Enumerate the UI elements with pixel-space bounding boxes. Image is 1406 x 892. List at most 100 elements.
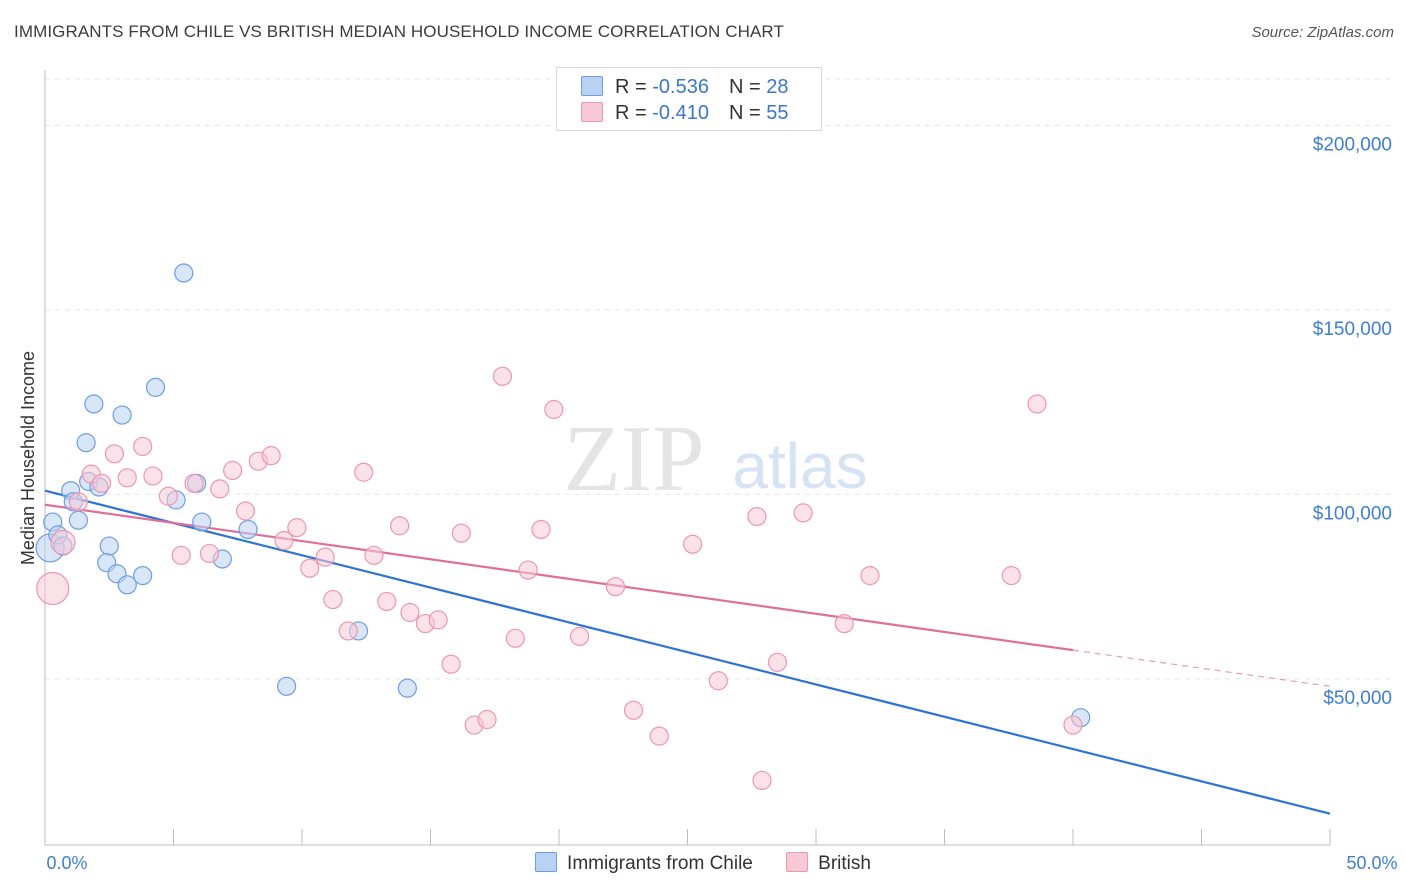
chile-trend-line <box>44 489 1331 815</box>
legend-n-value: 55 <box>766 102 789 124</box>
british-point <box>649 726 669 746</box>
british-swatch <box>581 102 603 122</box>
british-point <box>143 466 163 486</box>
legend-item-british[interactable]: British <box>786 852 871 875</box>
watermark: ZIP atlas <box>564 407 868 511</box>
british-point <box>400 602 420 623</box>
chile-point <box>117 575 137 595</box>
british-point <box>605 577 626 597</box>
y-tick-label: $150,000 <box>1313 319 1392 340</box>
british-swatch <box>786 852 809 872</box>
british-point <box>323 589 343 610</box>
chile-swatch <box>535 852 558 872</box>
legend-item-chile[interactable]: Immigrants from Chile <box>535 852 753 875</box>
british-trend-extension <box>1072 649 1331 687</box>
british-point <box>377 591 397 612</box>
legend-label-british: British <box>818 853 871 874</box>
british-point <box>300 558 320 578</box>
data-points <box>35 263 1091 791</box>
legend-n-label: N = <box>728 102 767 124</box>
chile-point <box>276 676 297 696</box>
british-point <box>544 399 564 420</box>
watermark-atlas: atlas <box>732 430 867 502</box>
chile-point <box>99 536 119 556</box>
british-point <box>210 479 230 499</box>
legend-row-chile: R = -0.536 N = 28 <box>581 76 788 100</box>
british-point <box>441 654 461 674</box>
x-tick-label-min: 0.0% <box>46 853 87 873</box>
chile-point <box>174 263 194 283</box>
y-tick-label: $100,000 <box>1313 503 1392 524</box>
british-point <box>338 621 358 641</box>
source-label: Source: ZipAtlas.com <box>1251 24 1394 41</box>
chile-point <box>238 519 258 540</box>
chile-point <box>112 405 132 425</box>
british-point <box>623 700 644 720</box>
y-tick-label: $200,000 <box>1313 134 1392 155</box>
british-point <box>390 516 410 536</box>
legend-r-value: -0.536 <box>652 76 709 98</box>
british-point <box>158 486 178 506</box>
british-point <box>428 610 448 630</box>
chile-point <box>76 433 96 453</box>
british-point <box>518 560 538 580</box>
british-point <box>793 503 813 523</box>
british-point <box>133 436 153 457</box>
british-point <box>235 501 256 521</box>
british-point <box>68 492 89 512</box>
british-point <box>171 545 191 565</box>
chile-point <box>133 565 153 586</box>
series-legend: Immigrants from Chile British <box>0 852 1406 875</box>
british-point <box>50 529 76 555</box>
british-point <box>223 460 243 481</box>
british-point <box>315 547 335 567</box>
chile-point <box>84 394 104 414</box>
chile-swatch <box>581 76 603 96</box>
watermark-zip: ZIP <box>564 407 705 511</box>
british-point <box>834 613 854 634</box>
legend-n-value: 28 <box>766 76 789 98</box>
legend-label-chile: Immigrants from Chile <box>567 853 753 874</box>
british-point <box>531 519 551 540</box>
british-point <box>1001 565 1021 586</box>
x-tick-label-max: 50.0% <box>1346 853 1397 873</box>
chart-title: IMMIGRANTS FROM CHILE VS BRITISH MEDIAN … <box>14 22 784 41</box>
y-tick-label: $50,000 <box>1323 688 1392 709</box>
british-point <box>492 366 513 386</box>
british-point <box>36 571 70 606</box>
axes <box>44 70 1331 846</box>
british-point <box>767 652 788 672</box>
british-point <box>117 468 137 488</box>
legend-row-british: R = -0.410 N = 55 <box>581 102 788 126</box>
british-point <box>1027 394 1047 414</box>
chile-point <box>192 512 212 532</box>
british-point <box>477 709 497 730</box>
british-point <box>1063 715 1083 735</box>
british-trend-line <box>44 503 1074 652</box>
british-point <box>199 543 220 564</box>
legend-r-value: -0.410 <box>652 102 709 124</box>
british-point <box>274 530 294 551</box>
british-point <box>860 565 880 586</box>
stats-legend: R = -0.536 N = 28 R = -0.410 N = 55 <box>556 67 822 131</box>
trend-lines <box>44 489 1331 815</box>
british-point <box>261 446 281 466</box>
british-point <box>683 534 703 554</box>
british-point <box>364 545 384 565</box>
british-point <box>287 518 307 538</box>
british-point <box>505 628 525 648</box>
chile-point <box>397 678 417 698</box>
british-point <box>451 523 471 543</box>
chile-point <box>145 377 166 397</box>
british-point <box>747 506 767 527</box>
british-point <box>91 473 112 493</box>
gridlines <box>45 78 1395 680</box>
chile-point <box>68 510 89 530</box>
y-axis-ticks: $50,000 $100,000 $150,000 $200,000 <box>1313 134 1392 709</box>
legend-r-label: R = <box>615 76 653 98</box>
british-point <box>354 462 374 482</box>
legend-r-label: R = <box>615 102 653 124</box>
legend-n-label: N = <box>728 76 767 98</box>
british-point <box>104 444 124 464</box>
